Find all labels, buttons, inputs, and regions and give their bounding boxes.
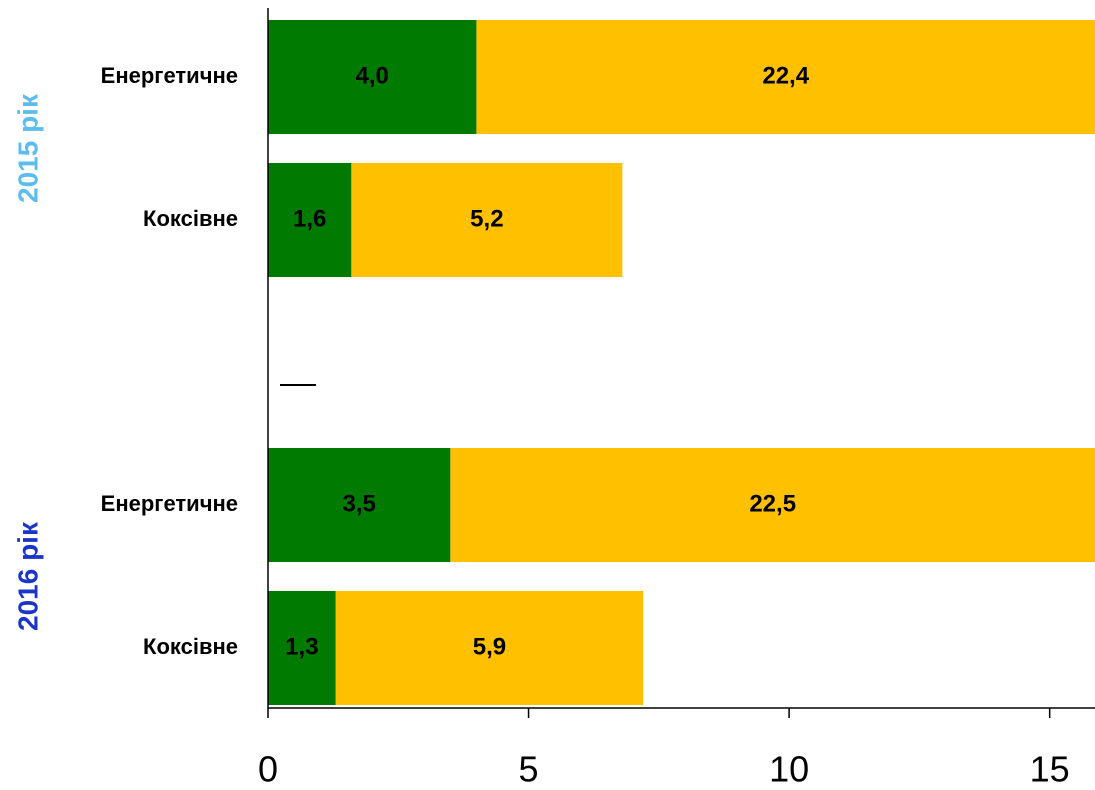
group-label: 2016 рік [12,521,43,631]
bar-segment [335,591,644,705]
plot-area [268,20,1095,705]
bar-segment [268,448,451,562]
value-label: 4,0 [356,62,389,89]
bar-segment [450,448,1095,562]
value-label: 5,9 [473,633,506,660]
x-tick-label: 10 [769,749,809,790]
value-label: 5,2 [470,205,503,232]
x-tick-label: 5 [519,749,539,790]
bar-segment [268,163,352,277]
value-label: 3,5 [343,490,376,517]
bar-segment [268,20,477,134]
y-tick-label: Енергетичне [101,491,238,516]
y-tick-label: Коксівне [143,634,238,659]
bar-segment [268,591,336,705]
value-label: 22,5 [749,490,796,517]
group-label: 2015 рік [12,93,43,203]
x-tick-label: 0 [258,749,278,790]
bar-segment [476,20,1095,134]
x-tick-label: 15 [1030,749,1070,790]
y-tick-label: Енергетичне [101,63,238,88]
value-label: 22,4 [762,62,809,89]
bar-segment [351,163,623,277]
value-label: 1,6 [293,205,326,232]
y-tick-label: Коксівне [143,206,238,231]
value-label: 1,3 [285,633,318,660]
